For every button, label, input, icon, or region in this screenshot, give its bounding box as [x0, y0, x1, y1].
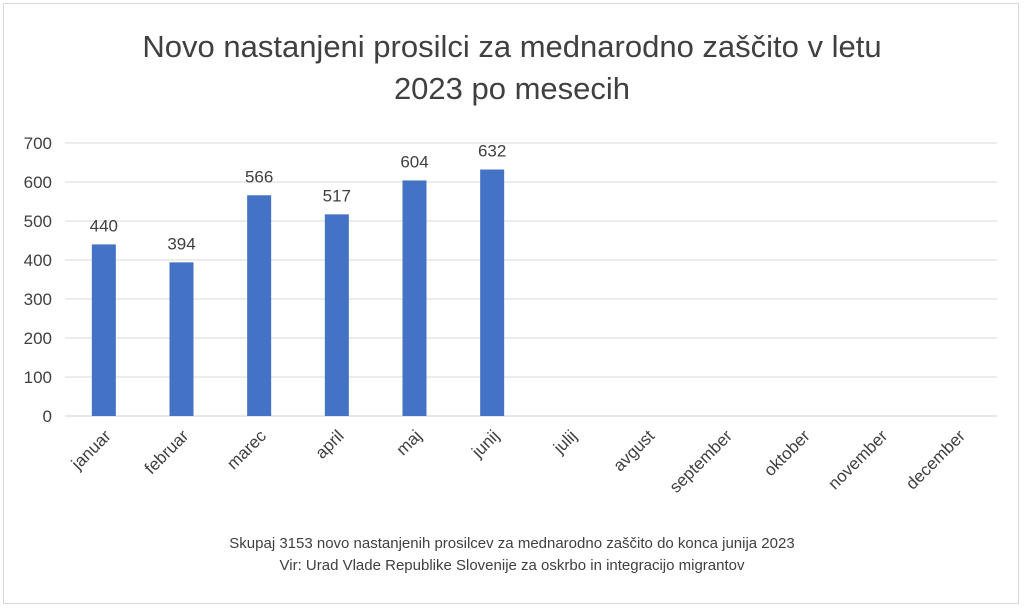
data-label-marec: 566 [245, 167, 273, 186]
footer-total-note: Skupaj 3153 novo nastanjenih prosilcev z… [229, 535, 795, 552]
data-label-januar: 440 [90, 216, 118, 235]
y-tick-label-700: 700 [24, 134, 52, 153]
bar-junij [480, 169, 505, 416]
x-tick-label-oktober: oktober [760, 426, 814, 480]
y-tick-label-500: 500 [24, 212, 52, 231]
x-tick-label-april: april [312, 426, 348, 462]
y-tick-label-600: 600 [24, 173, 52, 192]
bar-februar [169, 262, 194, 416]
data-label-februar: 394 [167, 234, 195, 253]
chart-title-line-2: 2023 po mesecih [393, 71, 631, 106]
x-tick-label-julij: julij [549, 426, 581, 458]
x-tick-label-september: september [666, 426, 736, 496]
x-tick-label-februar: februar [141, 426, 193, 478]
data-label-april: 517 [323, 186, 351, 205]
chart-title-line-1: Novo nastanjeni prosilci za mednarodno z… [142, 29, 882, 64]
chart-title: Novo nastanjeni prosilci za mednarodno z… [0, 26, 1024, 110]
data-label-junij: 632 [478, 142, 506, 161]
bar-januar [91, 244, 116, 416]
y-tick-label-0: 0 [43, 407, 52, 426]
x-tick-label-januar: januar [67, 426, 115, 474]
x-tick-label-november: november [824, 426, 891, 493]
data-label-maj: 604 [400, 152, 428, 171]
x-tick-label-december: december [902, 426, 969, 493]
bar-marec [247, 195, 272, 416]
bar-maj [402, 180, 427, 416]
footer-source-note: Vir: Urad Vlade Republike Slovenije za o… [279, 557, 745, 574]
x-tick-label-maj: maj [393, 426, 426, 459]
y-tick-label-400: 400 [24, 251, 52, 270]
y-tick-label-100: 100 [24, 368, 52, 387]
y-tick-label-200: 200 [24, 329, 52, 348]
x-tick-label-junij: junij [467, 426, 503, 462]
y-tick-label-300: 300 [24, 290, 52, 309]
x-tick-label-avgust: avgust [609, 426, 658, 475]
bar-april [324, 214, 349, 416]
x-tick-label-marec: marec [223, 426, 270, 473]
